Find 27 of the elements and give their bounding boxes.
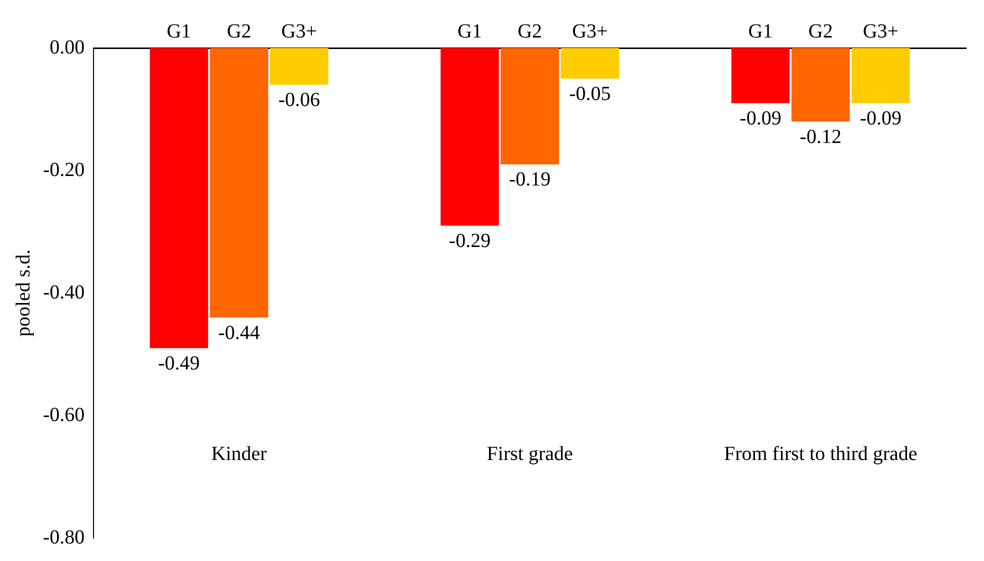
x-tick-label: Kinder: [211, 442, 268, 465]
data-label: -0.05: [569, 82, 611, 105]
y-axis-title: pooled s.d.: [12, 249, 34, 337]
y-tick-label: -0.80: [42, 526, 85, 548]
data-label: -0.12: [800, 126, 842, 148]
text: G1: [748, 20, 773, 42]
y-tick-label: 0.00: [50, 36, 85, 58]
data-label: -0.19: [508, 168, 551, 191]
series-label: G1: [166, 20, 192, 42]
y-tick-label: -0.40: [42, 281, 85, 304]
text: G2: [518, 20, 542, 42]
data-label: -0.29: [448, 230, 491, 252]
data-label: -0.09: [860, 107, 902, 130]
text: G3+: [862, 20, 899, 42]
series-label: G2: [226, 20, 252, 42]
text: G3+: [572, 20, 608, 42]
y-tick-label: -0.20: [42, 158, 85, 181]
series-label: G3+: [281, 20, 318, 42]
data-label: -0.49: [158, 352, 200, 374]
x-tick-label: From first to third grade: [724, 442, 918, 465]
data-label: -0.06: [278, 89, 320, 111]
data-label: -0.44: [218, 322, 260, 344]
y-tick-label: -0.60: [42, 404, 85, 426]
text: G2: [808, 20, 833, 42]
x-tick-label: First grade: [486, 442, 573, 465]
data-label: -0.09: [740, 107, 782, 130]
text: G1: [458, 20, 482, 42]
